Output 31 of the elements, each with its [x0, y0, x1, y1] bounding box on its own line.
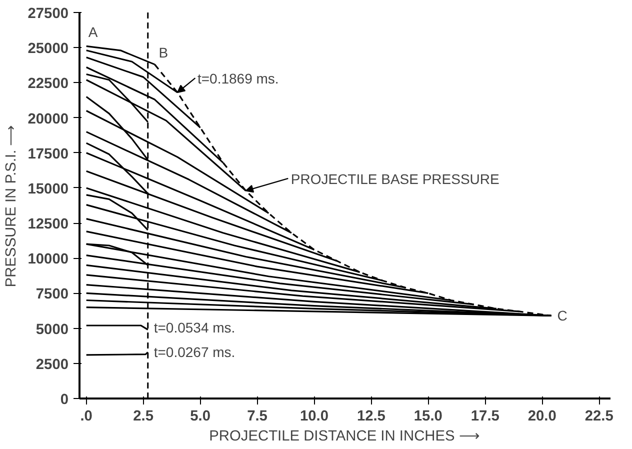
annotation: t=0.0267 ms. [154, 344, 236, 360]
y-tick-label: 15000 [28, 181, 69, 198]
y-axis-title: PRESSURE IN P.S.I. ⟶ [4, 124, 20, 288]
annotation: PROJECTILE BASE PRESSURE [290, 170, 500, 187]
x-tick-label: 12.5 [356, 408, 386, 424]
y-tick-label: 7500 [36, 286, 69, 303]
y-tick-label: 12500 [28, 216, 69, 233]
annotation: t=0.0534 ms. [154, 320, 236, 336]
y-tick-label: 17500 [28, 146, 69, 162]
x-tick-label: 17.5 [470, 408, 500, 424]
y-tick-label: 25000 [28, 41, 69, 58]
y-tick-label: 0 [60, 392, 69, 408]
x-tick-label: 2.5 [133, 408, 154, 424]
x-tick-label: 22.5 [584, 408, 614, 424]
x-tick-label: 10.0 [300, 408, 329, 424]
y-tick-label: 5000 [36, 322, 69, 338]
annotation: C [557, 308, 568, 324]
x-tick-label: 15.0 [414, 408, 442, 424]
annotation: t=0.1869 ms. [197, 70, 279, 87]
y-tick-label: 27500 [28, 6, 69, 22]
y-tick-label: 10000 [28, 252, 69, 268]
x-tick-label: 5.0 [190, 408, 210, 424]
y-tick-label: 2500 [36, 356, 69, 373]
x-tick-label: 20.0 [528, 408, 556, 424]
annotation: A [88, 24, 98, 40]
annotation: B [158, 44, 168, 60]
x-axis-title: PROJECTILE DISTANCE IN INCHES ⟶ [209, 428, 481, 444]
y-tick-label: 20000 [28, 111, 69, 128]
y-tick-label: 22500 [28, 76, 69, 92]
x-tick-label: 7.5 [247, 408, 268, 424]
x-tick-label: .0 [80, 408, 92, 424]
